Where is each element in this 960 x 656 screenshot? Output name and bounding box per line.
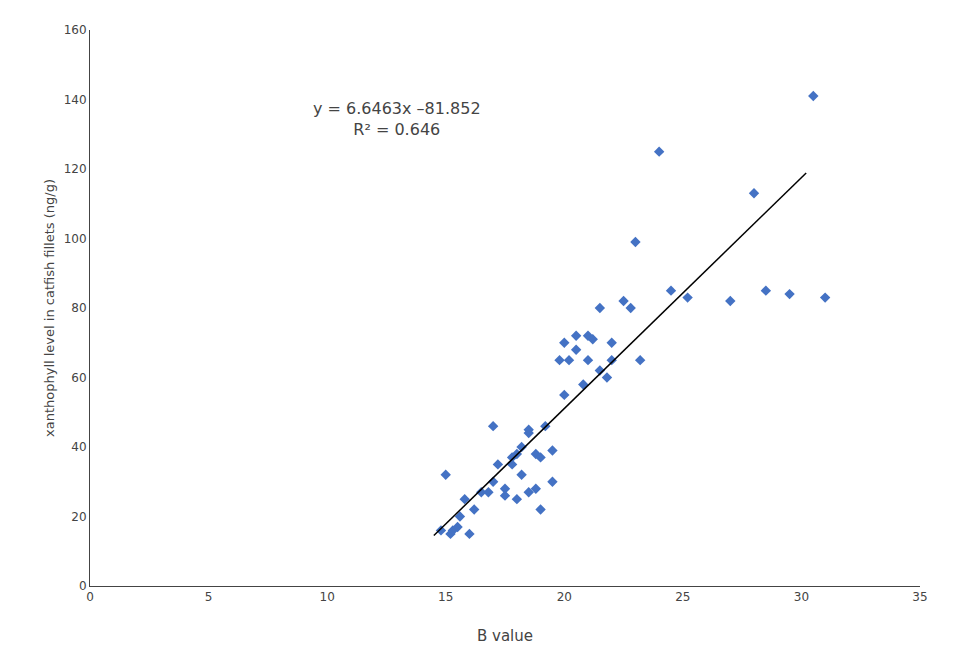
svg-text:0: 0 <box>79 579 87 593</box>
svg-text:y = 6.6463x –81.852R² = 0.646: y = 6.6463x –81.852R² = 0.646 <box>313 99 481 139</box>
svg-text:60: 60 <box>71 371 86 385</box>
svg-text:100: 100 <box>64 232 87 246</box>
svg-text:0: 0 <box>86 590 94 604</box>
svg-text:10: 10 <box>319 590 334 604</box>
svg-text:30: 30 <box>794 590 809 604</box>
svg-text:25: 25 <box>675 590 690 604</box>
svg-text:160: 160 <box>64 23 87 37</box>
svg-text:5: 5 <box>205 590 213 604</box>
svg-text:120: 120 <box>64 162 87 176</box>
svg-text:20: 20 <box>557 590 572 604</box>
svg-text:xanthophyll level in catfish f: xanthophyll level in catfish fillets (ng… <box>42 179 57 437</box>
svg-text:15: 15 <box>438 590 453 604</box>
svg-text:40: 40 <box>71 440 86 454</box>
svg-text:35: 35 <box>912 590 927 604</box>
svg-text:20: 20 <box>71 510 86 524</box>
svg-text:80: 80 <box>71 301 86 315</box>
svg-text:B value: B value <box>477 627 533 645</box>
svg-text:140: 140 <box>64 93 87 107</box>
